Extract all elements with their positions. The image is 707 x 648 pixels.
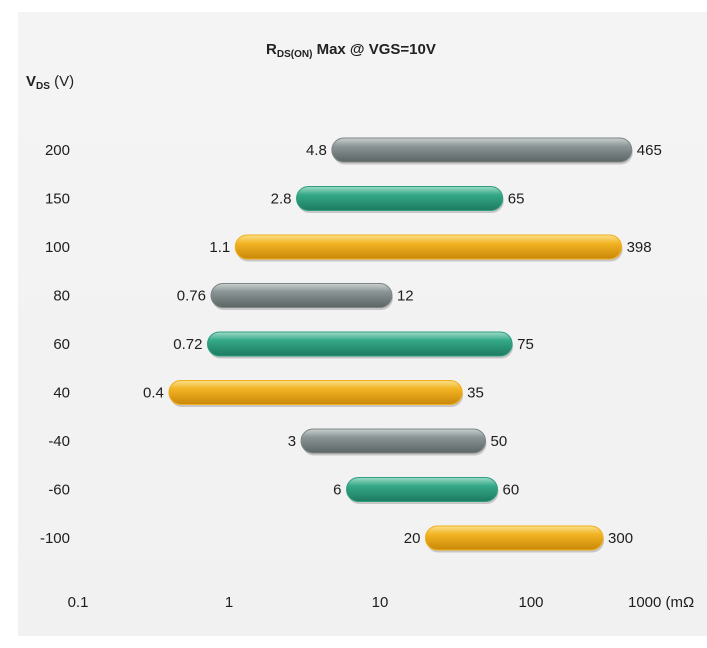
range-max-label: 300 xyxy=(608,530,633,547)
y-axis-title: VDS (V) xyxy=(26,73,74,92)
range-bar xyxy=(424,525,604,551)
category-label: 200 xyxy=(45,142,70,159)
range-min-label: 0.72 xyxy=(173,336,202,353)
range-max-label: 465 xyxy=(637,142,662,159)
range-bar xyxy=(296,186,504,211)
x-axis-ticks: 0.1 1 10 100 1000 (mΩ xyxy=(68,594,695,611)
range-bar-group: 0.72 75 xyxy=(173,331,534,359)
range-bar xyxy=(234,234,623,260)
range-bar-group: 0.76 12 xyxy=(177,283,414,310)
category-label: -100 xyxy=(40,530,70,547)
x-tick-label: 100 xyxy=(518,594,543,611)
range-max-label: 398 xyxy=(627,239,652,256)
category-label: 60 xyxy=(53,336,70,353)
range-bar-group: 4.8 465 xyxy=(306,137,662,165)
category-label: 100 xyxy=(45,239,70,256)
range-bar-group: 3 50 xyxy=(288,428,508,456)
range-min-label: 4.8 xyxy=(306,142,327,159)
y-axis-categories: 200 150 100 80 60 40 -40 -60 -100 xyxy=(40,142,70,547)
x-tick-label: 1 xyxy=(225,594,233,611)
category-label: -40 xyxy=(48,433,70,450)
range-bar-group: 1.1 398 xyxy=(209,234,652,262)
x-tick-label: 10 xyxy=(372,594,389,611)
x-tick-label: 0.1 xyxy=(68,594,89,611)
x-tick-label: 1000 (mΩ xyxy=(628,594,694,611)
range-min-label: 0.76 xyxy=(177,288,206,305)
range-max-label: 60 xyxy=(503,482,520,499)
range-min-label: 1.1 xyxy=(209,239,230,256)
category-label: -60 xyxy=(48,482,70,499)
range-max-label: 12 xyxy=(397,288,414,305)
range-bar xyxy=(331,137,633,163)
range-max-label: 50 xyxy=(491,433,508,450)
range-bar xyxy=(168,380,463,405)
range-min-label: 3 xyxy=(288,433,296,450)
category-label: 80 xyxy=(53,288,70,305)
range-bar-group: 0.4 35 xyxy=(143,380,484,407)
range-bar xyxy=(210,283,393,308)
chart-title: RDS(ON) Max @ VGS=10V xyxy=(266,41,436,60)
range-min-label: 6 xyxy=(333,482,341,499)
range-min-label: 0.4 xyxy=(143,385,164,402)
range-bar-group: 20 300 xyxy=(404,525,633,553)
y-axis-title-subscript: DS xyxy=(36,81,50,92)
range-bars: 4.8 465 2.8 65 1.1 398 0.76 12 0.72 75 0.4 35 3 50 6 60… xyxy=(143,137,662,553)
range-min-label: 20 xyxy=(404,530,421,547)
range-bar xyxy=(300,428,487,454)
range-bar xyxy=(346,477,499,502)
category-label: 40 xyxy=(53,385,70,402)
category-label: 150 xyxy=(45,191,70,208)
range-bar xyxy=(206,331,513,357)
range-bar-group: 2.8 65 xyxy=(271,186,525,213)
range-min-label: 2.8 xyxy=(271,191,292,208)
range-max-label: 65 xyxy=(508,191,525,208)
range-max-label: 75 xyxy=(517,336,534,353)
range-bar-group: 6 60 xyxy=(333,477,520,504)
chart-title-subscript: DS(ON) xyxy=(277,49,313,60)
range-max-label: 35 xyxy=(467,385,484,402)
